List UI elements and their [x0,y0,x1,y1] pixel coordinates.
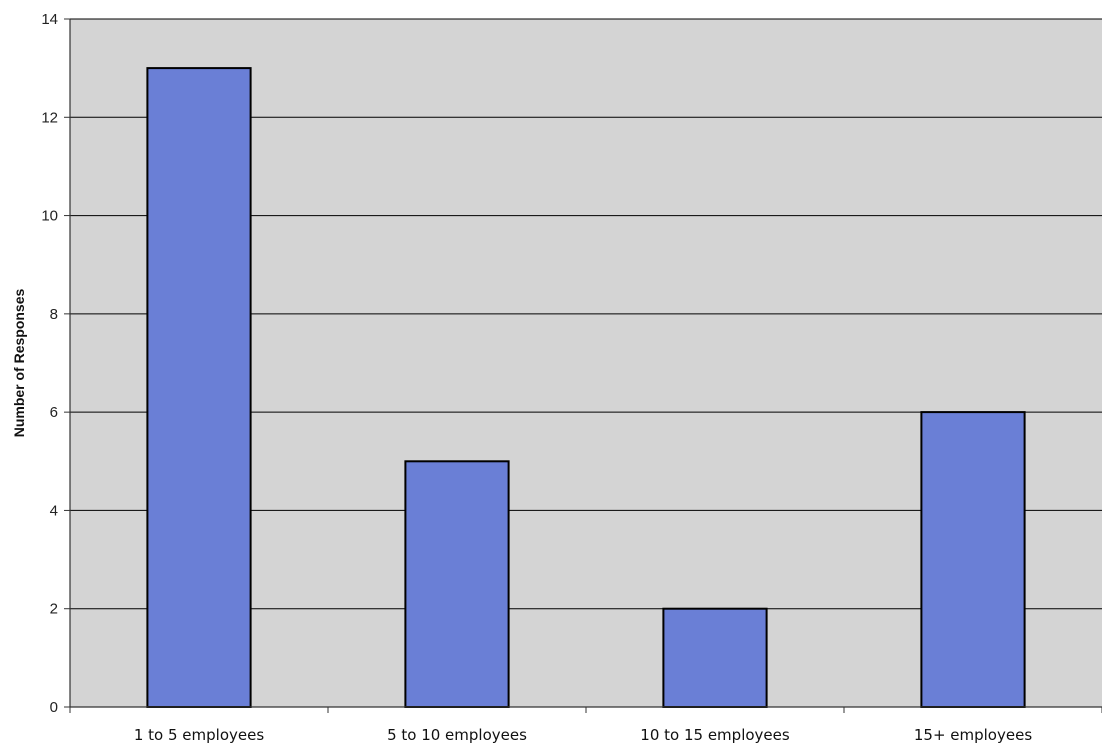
bar [146,67,252,709]
y-tick-labels: 0 2 4 6 8 10 12 14 [41,11,58,716]
x-tick-label: 10 to 15 employees [640,726,790,744]
bar [404,460,510,708]
y-tick-label: 6 [50,404,58,421]
x-tick-label: 5 to 10 employees [387,726,527,744]
bar [662,607,768,709]
y-tick-label: 14 [41,11,58,28]
x-tick-label: 1 to 5 employees [134,726,264,744]
y-tick-label: 2 [50,601,58,618]
y-tick-label: 8 [50,306,58,323]
bar [920,411,1026,708]
x-tick-label: 15+ employees [914,726,1032,744]
y-tick-label: 0 [50,699,58,716]
y-tick-label: 12 [41,109,58,126]
y-tick-label: 10 [41,208,58,225]
y-tick-label: 4 [50,502,58,519]
axes [64,18,1102,713]
x-tick-labels: 1 to 5 employees 5 to 10 employees 10 to 1… [134,726,1032,744]
y-axis-title: Number of Responses [11,288,27,437]
